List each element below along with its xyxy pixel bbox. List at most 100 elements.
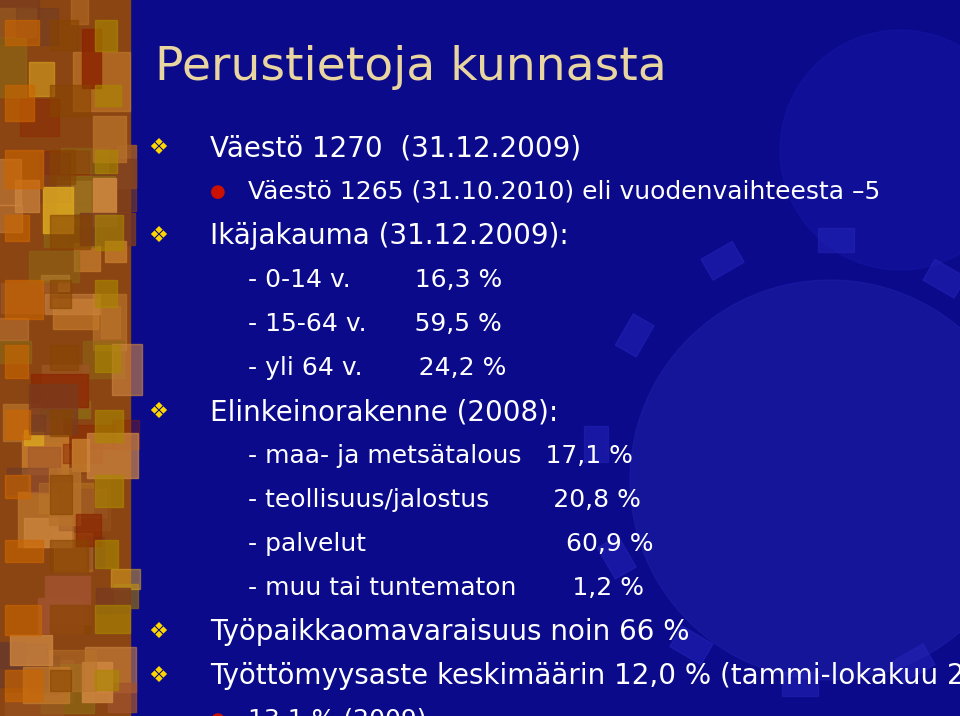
Text: ❖: ❖ bbox=[148, 138, 168, 158]
Bar bbox=[55, 533, 91, 571]
Bar bbox=[57, 176, 115, 225]
Bar bbox=[83, 29, 101, 88]
Bar bbox=[45, 294, 101, 314]
Bar bbox=[61, 147, 108, 173]
Text: - muu tai tuntematon       1,2 %: - muu tai tuntematon 1,2 % bbox=[248, 576, 644, 600]
Bar bbox=[95, 215, 123, 250]
Text: 13,1 % (2009): 13,1 % (2009) bbox=[248, 708, 426, 716]
Text: - palvelut                         60,9 %: - palvelut 60,9 % bbox=[248, 532, 654, 556]
Bar bbox=[597, 536, 636, 579]
Bar bbox=[0, 318, 28, 339]
Bar bbox=[50, 215, 90, 249]
Bar bbox=[0, 0, 39, 44]
Bar bbox=[0, 38, 27, 97]
Bar bbox=[80, 213, 135, 246]
Bar bbox=[7, 468, 56, 494]
Text: ●: ● bbox=[210, 183, 226, 201]
Bar bbox=[112, 344, 142, 395]
Bar bbox=[50, 85, 89, 116]
Bar bbox=[29, 415, 45, 431]
Bar bbox=[5, 280, 43, 319]
Bar bbox=[108, 683, 136, 712]
Bar bbox=[101, 306, 120, 338]
Bar bbox=[8, 281, 57, 306]
Bar bbox=[95, 540, 118, 569]
Text: - 15-64 v.      59,5 %: - 15-64 v. 59,5 % bbox=[248, 312, 502, 336]
Text: - teollisuus/jalostus        20,8 %: - teollisuus/jalostus 20,8 % bbox=[248, 488, 641, 512]
Bar bbox=[95, 605, 130, 633]
Text: ●: ● bbox=[210, 711, 226, 716]
Bar bbox=[29, 384, 77, 434]
Bar bbox=[74, 243, 101, 271]
Text: Väestö 1265 (31.10.2010) eli vuodenvaihteesta –5: Väestö 1265 (31.10.2010) eli vuodenvaiht… bbox=[248, 180, 880, 204]
Bar bbox=[50, 540, 87, 571]
Text: Ikäjakauma (31.12.2009):: Ikäjakauma (31.12.2009): bbox=[210, 222, 568, 250]
Bar bbox=[5, 475, 31, 498]
Bar bbox=[28, 447, 60, 493]
Bar bbox=[22, 435, 67, 474]
Bar bbox=[1, 284, 56, 313]
Bar bbox=[5, 150, 43, 188]
Bar bbox=[41, 275, 69, 291]
Text: Työpaikkaomavaraisuus noin 66 %: Työpaikkaomavaraisuus noin 66 % bbox=[210, 618, 689, 646]
Bar bbox=[95, 280, 117, 306]
Bar bbox=[584, 426, 608, 462]
Bar bbox=[53, 299, 98, 329]
Bar bbox=[24, 430, 42, 445]
Bar bbox=[39, 153, 70, 202]
Bar bbox=[75, 489, 107, 517]
Bar bbox=[57, 180, 97, 213]
Bar bbox=[73, 52, 130, 111]
Text: Väestö 1270  (31.12.2009): Väestö 1270 (31.12.2009) bbox=[210, 134, 581, 162]
Bar bbox=[106, 241, 126, 262]
Text: Työttömyysaste keskimäärin 12,0 % (tammi-lokakuu 2010): Työttömyysaste keskimäärin 12,0 % (tammi… bbox=[210, 662, 960, 690]
Bar bbox=[83, 342, 124, 379]
Bar bbox=[701, 241, 744, 280]
Bar bbox=[0, 0, 130, 716]
Bar bbox=[0, 159, 21, 205]
Text: ❖: ❖ bbox=[148, 226, 168, 246]
Bar bbox=[83, 662, 112, 702]
Bar bbox=[670, 626, 713, 664]
Bar bbox=[0, 205, 21, 233]
Bar bbox=[44, 221, 96, 248]
Text: Elinkeinorakenne (2008):: Elinkeinorakenne (2008): bbox=[210, 398, 559, 426]
Text: - maa- ja metsätalous   17,1 %: - maa- ja metsätalous 17,1 % bbox=[248, 444, 633, 468]
Bar bbox=[31, 374, 88, 407]
Bar bbox=[95, 670, 118, 690]
Bar bbox=[5, 410, 30, 439]
Bar bbox=[71, 0, 87, 24]
Bar bbox=[87, 433, 138, 478]
Bar bbox=[25, 659, 73, 702]
Bar bbox=[923, 259, 960, 298]
Bar bbox=[5, 693, 63, 716]
Bar bbox=[0, 8, 36, 37]
Bar bbox=[95, 20, 117, 51]
Bar bbox=[50, 410, 71, 435]
Text: ❖: ❖ bbox=[148, 622, 168, 642]
Bar bbox=[95, 410, 123, 442]
Circle shape bbox=[780, 30, 960, 270]
Bar bbox=[67, 203, 106, 243]
Bar bbox=[3, 404, 62, 441]
Bar bbox=[49, 468, 80, 525]
Bar bbox=[0, 341, 31, 364]
Bar bbox=[85, 537, 104, 568]
Bar bbox=[95, 475, 123, 507]
Bar bbox=[93, 178, 116, 226]
Bar bbox=[20, 100, 60, 136]
Bar bbox=[62, 444, 102, 463]
Bar bbox=[39, 483, 93, 513]
Bar bbox=[782, 672, 818, 696]
Bar bbox=[5, 215, 30, 241]
Bar bbox=[24, 518, 71, 547]
Bar bbox=[42, 365, 88, 407]
Bar bbox=[85, 647, 135, 692]
Bar bbox=[95, 85, 122, 106]
Text: ❖: ❖ bbox=[148, 666, 168, 686]
Bar bbox=[50, 475, 72, 514]
Bar bbox=[14, 180, 39, 212]
Bar bbox=[40, 401, 89, 418]
Bar bbox=[50, 150, 75, 184]
Circle shape bbox=[630, 280, 960, 680]
